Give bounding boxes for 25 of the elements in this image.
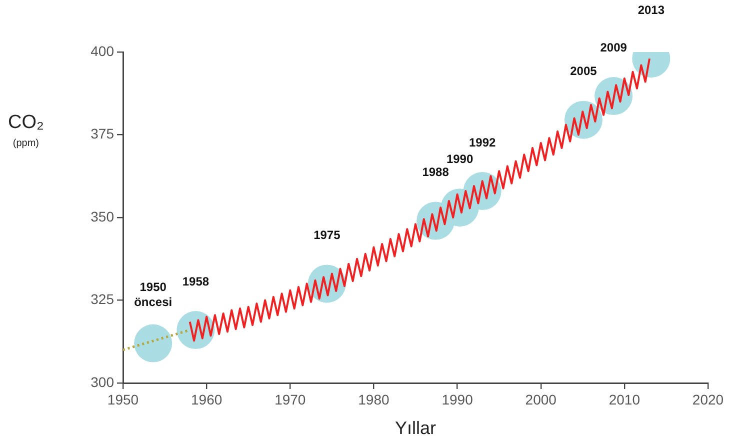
annotation: 2009 xyxy=(600,40,628,54)
x-tick-label: 1960 xyxy=(190,391,222,408)
annotation: 2005 xyxy=(570,64,598,78)
x-tick-label: 2000 xyxy=(525,391,557,408)
point xyxy=(134,324,172,362)
x-tick-label: 1980 xyxy=(358,391,390,408)
y-tick-label: 325 xyxy=(90,291,114,308)
annotation: 1950 öncesi xyxy=(134,280,172,310)
x-tick-label: 2010 xyxy=(608,391,640,408)
annotation: 1958 xyxy=(182,274,210,288)
y-tick-label: 375 xyxy=(90,126,114,142)
x-axis-title: Yıllar xyxy=(394,418,437,439)
x-tick-label: 1990 xyxy=(442,391,474,408)
y-tick-label: 300 xyxy=(90,374,114,390)
annotation: 1990 xyxy=(446,152,474,166)
annotation: 1988 xyxy=(422,165,450,180)
y-tick-label: 400 xyxy=(90,42,114,59)
x-tick-label: 1950 xyxy=(107,391,139,408)
annotation: 1975 xyxy=(314,228,341,242)
y-tick-label: 350 xyxy=(90,208,114,224)
text: 2013 xyxy=(638,2,665,17)
x-tick-label: 1970 xyxy=(274,391,306,408)
x-tick-label: 2020 xyxy=(692,391,724,408)
annotation: 1992 xyxy=(469,135,496,150)
y-axis-title: CO₂ (ppm) xyxy=(8,112,44,149)
